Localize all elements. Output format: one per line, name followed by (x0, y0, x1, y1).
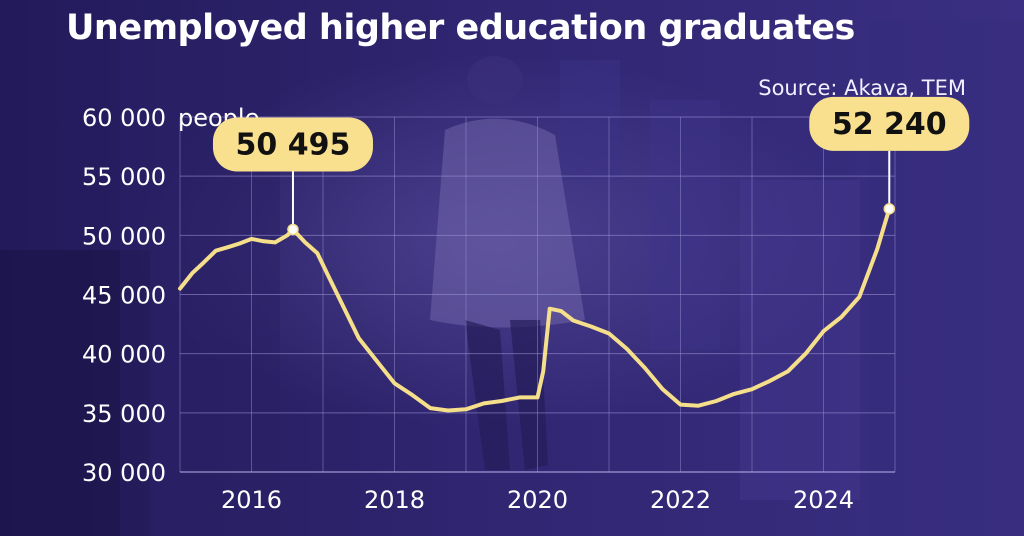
callout-bubble (212, 117, 373, 172)
y-tick-label: 40 000 (82, 341, 166, 369)
y-tick-label: 35 000 (82, 400, 166, 428)
x-tick-label: 2018 (364, 486, 425, 514)
source-note: Source: Akava, TEM (758, 76, 966, 100)
callout-bubble (809, 96, 970, 151)
chart-title: Unemployed higher education graduates (66, 8, 855, 48)
callout-label: 52 240 (832, 107, 947, 142)
y-tick-label: 45 000 (82, 282, 166, 310)
x-tick-label: 2022 (650, 486, 711, 514)
x-tick-label: 2016 (221, 486, 282, 514)
callout-label: 50 495 (236, 127, 351, 162)
y-tick-label: 50 000 (82, 222, 166, 250)
series-line (178, 206, 892, 413)
x-tick-label: 2020 (507, 486, 568, 514)
x-tick-label: 2024 (793, 486, 854, 514)
y-tick-label: 55 000 (82, 163, 166, 191)
y-tick-label: 30 000 (82, 459, 166, 487)
y-tick-label: 60 000 (82, 104, 166, 132)
callout-marker (883, 203, 896, 215)
callout-marker (287, 223, 299, 236)
